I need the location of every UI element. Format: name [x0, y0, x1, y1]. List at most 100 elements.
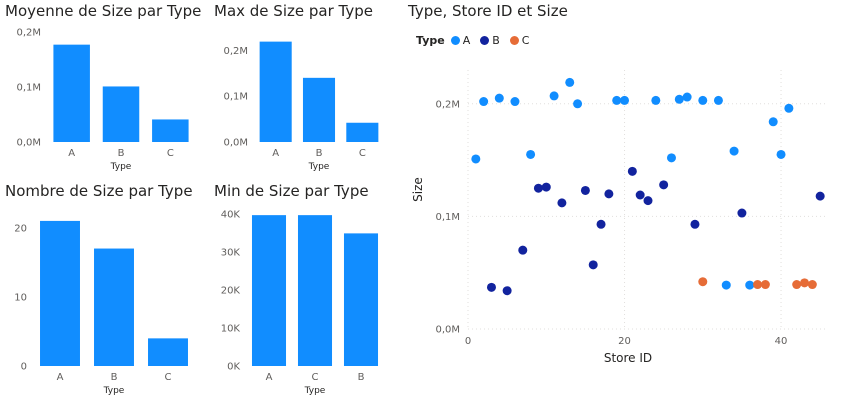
point-b — [635, 190, 645, 200]
point-c — [698, 277, 708, 287]
point-a — [729, 146, 739, 156]
point-b — [690, 219, 700, 229]
y-axis-label: Size — [411, 177, 425, 202]
y-tick-label: 0,1M — [223, 92, 248, 103]
legend-item-b[interactable]: B — [480, 34, 500, 47]
point-b — [557, 198, 567, 208]
chart-title: Nombre de Size par Type — [5, 182, 193, 200]
chart-avg-size: Moyenne de Size par Type 0,0M 0,1M 0,2M A B C… — [5, 2, 205, 182]
x-axis-label: Type — [103, 386, 125, 396]
y-tick-label: 0,0M — [16, 138, 41, 149]
point-a — [666, 153, 676, 163]
point-c — [800, 278, 810, 288]
x-tick-label: 40 — [775, 336, 788, 347]
x-tick-label: C — [165, 372, 172, 383]
point-c — [760, 280, 770, 290]
point-a — [612, 95, 622, 105]
bar-chart-svg[interactable]: 0K 10K 20K 30K 40K A C B Type — [214, 182, 399, 407]
x-tick-label: C — [359, 148, 366, 159]
point-a — [745, 280, 755, 290]
x-axis-label: Store ID — [604, 351, 652, 365]
bar-a — [53, 44, 90, 142]
point-b — [502, 286, 512, 296]
point-a — [713, 95, 723, 105]
chart-count-size: Nombre de Size par Type 0 10 20 A B C Type — [5, 182, 205, 407]
y-tick-label: 0 — [21, 362, 27, 373]
y-tick-label: 30K — [221, 248, 241, 259]
point-a — [494, 93, 504, 103]
y-tick-label: 0,0M — [435, 325, 460, 336]
point-b — [815, 191, 825, 201]
bar-chart-svg[interactable]: 0,0M 0,1M 0,2M A B C Type — [5, 2, 205, 182]
point-c — [792, 280, 802, 290]
y-tick-label: 0K — [227, 362, 240, 373]
point-b — [596, 219, 606, 229]
legend-item-c[interactable]: C — [509, 34, 530, 47]
bar-b — [102, 86, 140, 142]
point-a — [549, 91, 559, 101]
legend-item-a[interactable]: A — [450, 34, 470, 47]
x-tick-label: A — [57, 372, 64, 383]
point-b — [486, 282, 496, 292]
point-c — [807, 280, 817, 290]
point-b — [737, 208, 747, 218]
chart-title: Min de Size par Type — [214, 182, 369, 200]
point-c — [753, 280, 763, 290]
y-tick-label: 10K — [221, 324, 241, 335]
chart-scatter: Type, Store ID et Size Type A B C 0,0M 0,… — [408, 2, 853, 412]
y-tick-label: 10 — [14, 292, 27, 303]
point-b — [518, 245, 528, 255]
y-tick-label: 0,1M — [16, 83, 41, 94]
x-axis-label: Type — [308, 162, 330, 172]
point-a — [651, 95, 661, 105]
bar-a — [251, 215, 287, 366]
bar-chart-svg[interactable]: 0 10 20 A B C Type — [5, 182, 205, 407]
x-tick-label: C — [167, 148, 174, 159]
y-tick-label: 20K — [221, 286, 241, 297]
bar-b — [94, 248, 134, 366]
point-a — [565, 77, 575, 87]
chart-max-size: Max de Size par Type 0,0M 0,1M 0,2M A B C Type — [214, 2, 399, 182]
legend-label-c: C — [521, 34, 530, 47]
chart-min-size: Min de Size par Type 0K 10K 20K 30K 40K A C B Ty… — [214, 182, 399, 407]
x-tick-label: B — [111, 372, 118, 383]
point-b — [627, 166, 637, 176]
point-a — [479, 97, 489, 107]
legend[interactable]: Type A B C — [416, 34, 533, 47]
bar-chart-svg[interactable]: 0,0M 0,1M 0,2M A B C Type — [214, 2, 399, 182]
x-axis-label: Type — [304, 386, 326, 396]
point-a — [768, 117, 778, 127]
point-a — [698, 95, 708, 105]
point-a — [674, 94, 684, 104]
x-tick-label: 0 — [465, 336, 471, 347]
x-tick-label: A — [68, 148, 75, 159]
bar-a — [259, 41, 292, 142]
point-b — [643, 196, 653, 206]
y-tick-label: 0,2M — [223, 46, 248, 57]
point-a — [471, 154, 481, 164]
point-a — [620, 95, 630, 105]
point-a — [510, 97, 520, 107]
x-axis-label: Type — [110, 162, 132, 172]
point-a — [682, 92, 692, 102]
bar-a — [40, 220, 80, 366]
legend-dot-c — [509, 36, 519, 45]
bar-c — [346, 122, 379, 142]
y-tick-label: 40K — [221, 210, 241, 221]
scatter-chart-svg[interactable]: 0,0M 0,1M 0,2M 0 20 40 Store ID Size — [408, 2, 853, 412]
x-tick-label: 20 — [618, 336, 631, 347]
x-tick-label: B — [118, 148, 125, 159]
point-b — [659, 180, 669, 190]
legend-label-b: B — [492, 34, 500, 47]
x-tick-label: A — [272, 148, 279, 159]
point-b — [541, 182, 551, 192]
legend-title: Type — [416, 34, 445, 47]
chart-title: Max de Size par Type — [214, 2, 373, 20]
chart-title: Type, Store ID et Size — [408, 2, 568, 20]
point-a — [776, 149, 786, 159]
chart-title: Moyenne de Size par Type — [5, 2, 202, 20]
x-tick-label: B — [316, 148, 323, 159]
bar-c — [148, 338, 188, 366]
bar-b — [302, 77, 336, 142]
y-tick-label: 0,0M — [223, 138, 248, 149]
